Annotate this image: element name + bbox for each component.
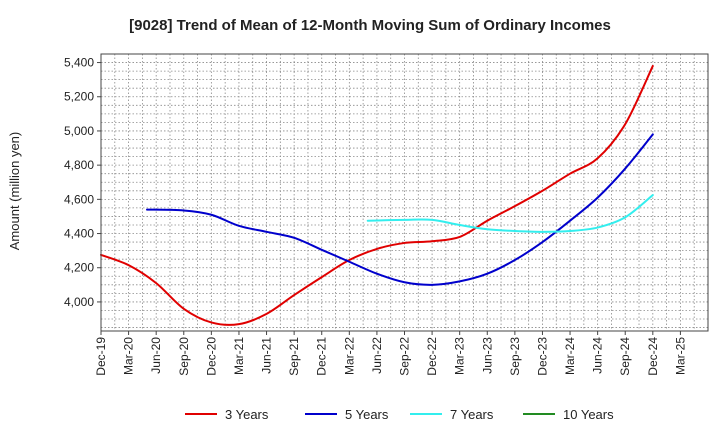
- x-tick-label: Mar-25: [673, 337, 687, 375]
- x-tick-label: Dec-19: [94, 337, 108, 376]
- plot-area-border: [100, 53, 709, 332]
- data-series: [100, 64, 654, 326]
- x-tick-label: Dec-22: [425, 337, 439, 376]
- x-tick-label: Sep-22: [398, 337, 412, 376]
- legend-label-5-years: 5 Years: [345, 407, 389, 422]
- x-tick-label: Jun-22: [370, 337, 384, 374]
- x-tick-label: Dec-24: [646, 337, 660, 376]
- y-axis-label: Amount (million yen): [7, 132, 22, 251]
- grid-lines: [100, 53, 709, 331]
- legend: 3 Years 5 Years 7 Years 10 Years: [185, 407, 614, 422]
- x-tick-label: Jun-23: [480, 337, 494, 374]
- x-tick-label: Dec-23: [535, 337, 549, 376]
- chart-title: [9028] Trend of Mean of 12-Month Moving …: [129, 17, 611, 34]
- y-tick-label: 5,000: [64, 124, 94, 138]
- y-tick-label: 4,400: [64, 227, 94, 241]
- series-line-7-years: [366, 194, 654, 233]
- legend-label-7-years: 7 Years: [450, 407, 494, 422]
- y-tick-label: 4,200: [64, 261, 94, 275]
- legend-label-10-years: 10 Years: [563, 407, 614, 422]
- x-tick-label: Dec-20: [204, 337, 218, 376]
- x-tick-label: Mar-20: [122, 337, 136, 375]
- x-tick-label: Jun-20: [149, 337, 163, 374]
- y-tick-label: 4,000: [64, 295, 94, 309]
- x-tick-label: Sep-24: [618, 337, 632, 376]
- x-tick-label: Jun-24: [591, 337, 605, 374]
- legend-label-3-years: 3 Years: [225, 407, 269, 422]
- y-tick-label: 5,400: [64, 56, 94, 70]
- x-tick-label: Mar-23: [453, 337, 467, 375]
- y-tick-label: 4,800: [64, 158, 94, 172]
- x-axis-ticks: Dec-19 Mar-20 Jun-20 Sep-20 Dec-20 Mar-21 Jun-…: [94, 331, 687, 376]
- y-axis-ticks: 4,000 4,200 4,400 4,600 4,800 5,000 5,200 5,400: [64, 56, 101, 309]
- series-line-5-years: [145, 133, 654, 286]
- y-tick-label: 4,600: [64, 192, 94, 206]
- x-tick-label: Sep-23: [508, 337, 522, 376]
- x-tick-label: Mar-21: [232, 337, 246, 375]
- x-tick-label: Jun-21: [260, 337, 274, 374]
- series-line-3-years: [100, 64, 654, 326]
- y-tick-label: 5,200: [64, 90, 94, 104]
- x-tick-label: Mar-24: [563, 337, 577, 375]
- x-tick-label: Sep-21: [287, 337, 301, 376]
- x-tick-label: Sep-20: [177, 337, 191, 376]
- x-tick-label: Dec-21: [315, 337, 329, 376]
- x-tick-label: Mar-22: [342, 337, 356, 375]
